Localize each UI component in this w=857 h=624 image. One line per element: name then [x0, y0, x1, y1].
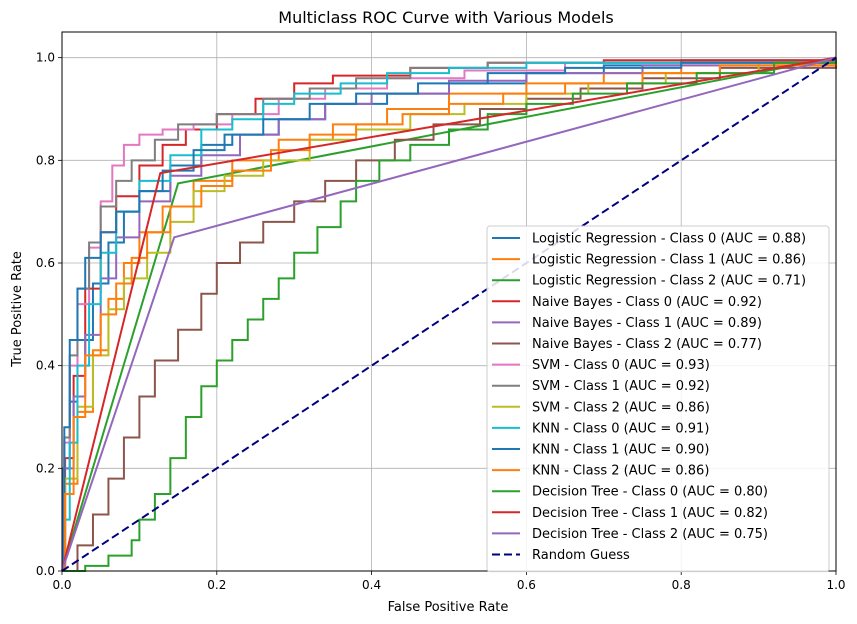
- series-lines: [61, 56, 837, 572]
- legend-label: Decision Tree - Class 1 (AUC = 0.82): [532, 506, 768, 521]
- legend-label: Naive Bayes - Class 2 (AUC = 0.77): [532, 337, 762, 352]
- legend-label: SVM - Class 1 (AUC = 0.92): [532, 379, 710, 394]
- y-tick-label: 1.0: [36, 51, 55, 65]
- legend-label: KNN - Class 0 (AUC = 0.91): [532, 421, 709, 436]
- x-tick-label: 0.8: [672, 578, 691, 592]
- legend-label: Logistic Regression - Class 1 (AUC = 0.8…: [532, 253, 806, 268]
- legend-label: Naive Bayes - Class 1 (AUC = 0.89): [532, 316, 762, 331]
- series-line-5: [62, 57, 837, 572]
- x-tick-label: 1.0: [826, 578, 845, 592]
- series-line-15: [61, 56, 837, 572]
- legend-label: KNN - Class 1 (AUC = 0.90): [532, 443, 709, 458]
- legend-label: Logistic Regression - Class 0 (AUC = 0.8…: [532, 232, 806, 247]
- legend-label: KNN - Class 2 (AUC = 0.86): [532, 464, 709, 479]
- y-tick-label: 0.4: [36, 359, 55, 373]
- x-tick-label: 0.6: [517, 578, 536, 592]
- legend-label: Random Guess: [532, 548, 630, 563]
- plot-frame: [61, 31, 837, 572]
- x-tick-label: 0.0: [52, 578, 71, 592]
- series-line-14: [61, 56, 837, 572]
- series-line-9: [62, 57, 837, 572]
- y-tick-label: 0.0: [36, 564, 55, 578]
- legend-label: Logistic Regression - Class 2 (AUC = 0.7…: [532, 274, 806, 289]
- legend-label: Decision Tree - Class 0 (AUC = 0.80): [532, 485, 768, 500]
- legend-label: SVM - Class 2 (AUC = 0.86): [532, 400, 710, 415]
- legend-label: SVM - Class 0 (AUC = 0.93): [532, 358, 710, 373]
- x-axis-label: False Positive Rate: [388, 600, 509, 615]
- y-tick-label: 0.2: [36, 461, 55, 475]
- x-tick-label: 0.2: [207, 578, 226, 592]
- series-line-10: [62, 57, 837, 572]
- series-line-13: [61, 56, 837, 572]
- legend-box: [486, 225, 830, 573]
- y-tick-label: 0.8: [36, 153, 55, 167]
- series-line-11: [62, 57, 837, 572]
- legend: Logistic Regression - Class 0 (AUC = 0.8…: [486, 225, 830, 573]
- y-tick-label: 0.6: [36, 256, 55, 270]
- axis-ticks: 0.0 0.2 0.4 0.6 0.8 1.0 0.0 0.2 0.4 0.6 0.8 1.0: [36, 51, 846, 592]
- legend-label: Naive Bayes - Class 0 (AUC = 0.92): [532, 295, 762, 310]
- legend-label: Decision Tree - Class 2 (AUC = 0.75): [532, 527, 768, 542]
- x-tick-label: 0.4: [362, 578, 381, 592]
- series-line-2: [61, 56, 837, 572]
- y-axis-label: True Positive Rate: [10, 251, 25, 368]
- chart-title: Multiclass ROC Curve with Various Models: [278, 8, 613, 27]
